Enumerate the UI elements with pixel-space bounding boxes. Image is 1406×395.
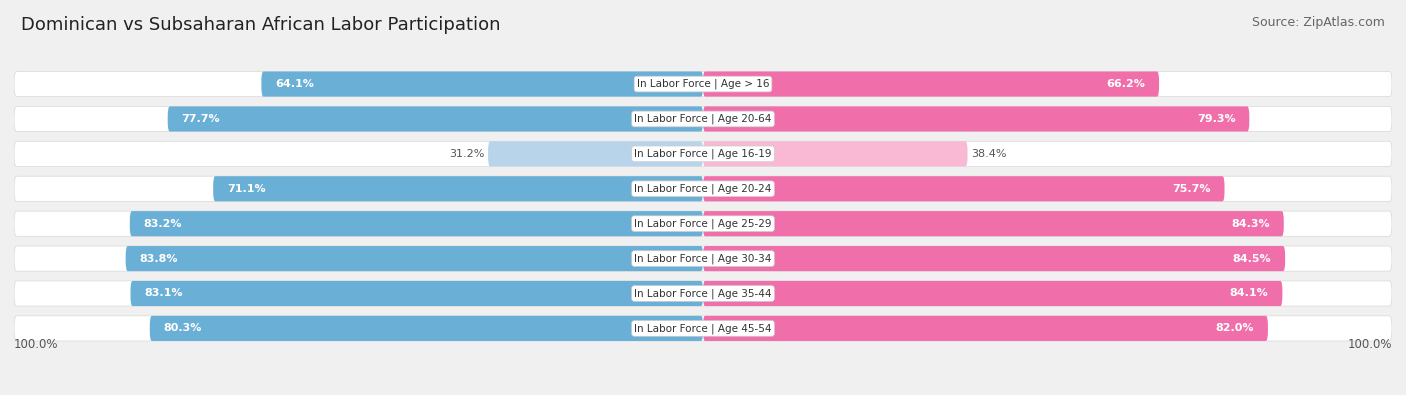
- Text: 79.3%: 79.3%: [1197, 114, 1236, 124]
- Text: 100.0%: 100.0%: [1347, 338, 1392, 351]
- Text: 31.2%: 31.2%: [450, 149, 485, 159]
- Text: 83.8%: 83.8%: [139, 254, 179, 263]
- FancyBboxPatch shape: [14, 246, 1392, 271]
- Text: In Labor Force | Age 20-24: In Labor Force | Age 20-24: [634, 184, 772, 194]
- FancyBboxPatch shape: [125, 246, 703, 271]
- FancyBboxPatch shape: [129, 211, 703, 236]
- FancyBboxPatch shape: [703, 141, 967, 166]
- Text: 84.5%: 84.5%: [1233, 254, 1271, 263]
- FancyBboxPatch shape: [131, 281, 703, 306]
- Text: 75.7%: 75.7%: [1173, 184, 1211, 194]
- Text: In Labor Force | Age 45-54: In Labor Force | Age 45-54: [634, 323, 772, 334]
- Text: 84.1%: 84.1%: [1230, 288, 1268, 299]
- Text: 84.3%: 84.3%: [1232, 219, 1270, 229]
- Text: 64.1%: 64.1%: [276, 79, 314, 89]
- Text: Source: ZipAtlas.com: Source: ZipAtlas.com: [1251, 16, 1385, 29]
- Text: In Labor Force | Age > 16: In Labor Force | Age > 16: [637, 79, 769, 89]
- FancyBboxPatch shape: [14, 71, 1392, 97]
- Text: In Labor Force | Age 20-64: In Labor Force | Age 20-64: [634, 114, 772, 124]
- Text: In Labor Force | Age 25-29: In Labor Force | Age 25-29: [634, 218, 772, 229]
- Text: 82.0%: 82.0%: [1216, 324, 1254, 333]
- FancyBboxPatch shape: [703, 106, 1250, 132]
- FancyBboxPatch shape: [703, 281, 1282, 306]
- FancyBboxPatch shape: [703, 211, 1284, 236]
- FancyBboxPatch shape: [14, 281, 1392, 306]
- FancyBboxPatch shape: [703, 316, 1268, 341]
- FancyBboxPatch shape: [703, 246, 1285, 271]
- Text: Dominican vs Subsaharan African Labor Participation: Dominican vs Subsaharan African Labor Pa…: [21, 16, 501, 34]
- Text: 80.3%: 80.3%: [163, 324, 202, 333]
- FancyBboxPatch shape: [703, 176, 1225, 201]
- FancyBboxPatch shape: [14, 106, 1392, 132]
- Text: 83.1%: 83.1%: [145, 288, 183, 299]
- FancyBboxPatch shape: [167, 106, 703, 132]
- FancyBboxPatch shape: [14, 211, 1392, 236]
- FancyBboxPatch shape: [14, 176, 1392, 201]
- Text: 77.7%: 77.7%: [181, 114, 221, 124]
- FancyBboxPatch shape: [150, 316, 703, 341]
- Text: In Labor Force | Age 30-34: In Labor Force | Age 30-34: [634, 253, 772, 264]
- Text: 100.0%: 100.0%: [14, 338, 59, 351]
- FancyBboxPatch shape: [488, 141, 703, 166]
- FancyBboxPatch shape: [214, 176, 703, 201]
- Text: In Labor Force | Age 35-44: In Labor Force | Age 35-44: [634, 288, 772, 299]
- FancyBboxPatch shape: [14, 141, 1392, 166]
- Text: In Labor Force | Age 16-19: In Labor Force | Age 16-19: [634, 149, 772, 159]
- Text: 66.2%: 66.2%: [1107, 79, 1146, 89]
- Text: 71.1%: 71.1%: [226, 184, 266, 194]
- FancyBboxPatch shape: [14, 316, 1392, 341]
- Text: 38.4%: 38.4%: [972, 149, 1007, 159]
- FancyBboxPatch shape: [262, 71, 703, 97]
- Text: 83.2%: 83.2%: [143, 219, 183, 229]
- FancyBboxPatch shape: [703, 71, 1159, 97]
